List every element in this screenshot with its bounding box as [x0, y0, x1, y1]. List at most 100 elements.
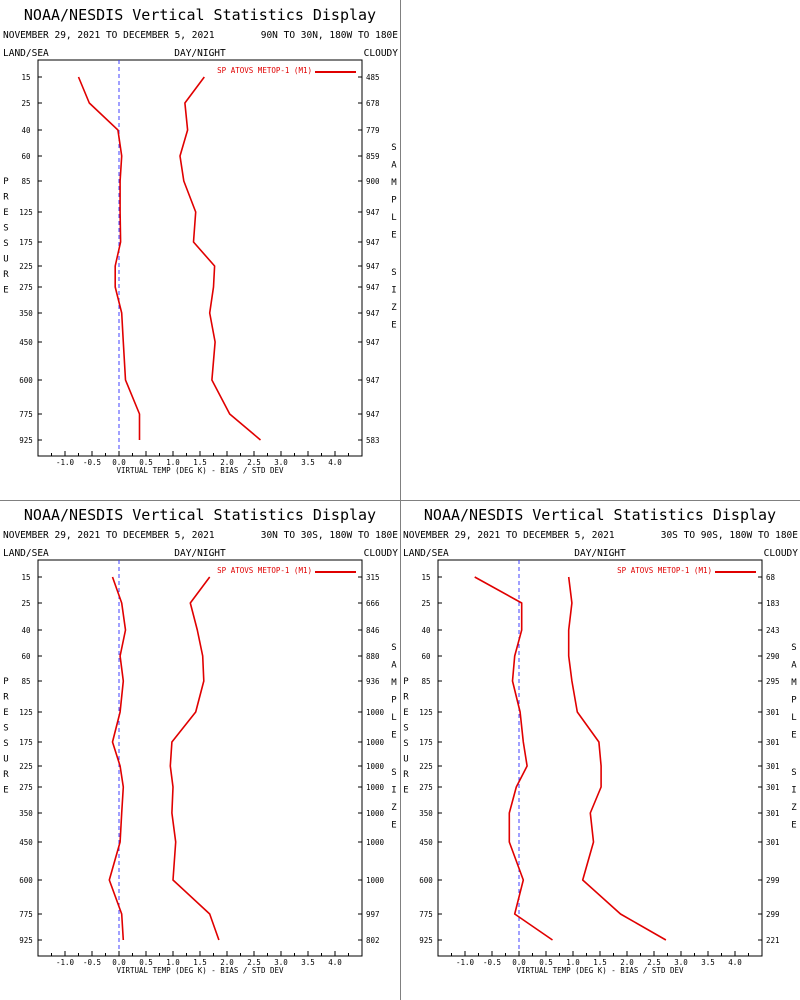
pressure-level-label: 600 [19, 376, 33, 385]
legend-label: SP ATOVS METOP-1 (M1) [217, 66, 312, 75]
pressure-axis-letter: R [403, 770, 409, 780]
chart-panel-30s-90s: NOAA/NESDIS Vertical Statistics Display N… [400, 500, 800, 1000]
x-tick-label: -0.5 [483, 958, 501, 967]
region-label: 90N TO 30N, 180W TO 180E [261, 30, 399, 41]
pressure-level-label: 600 [19, 876, 33, 885]
x-axis-label: VIRTUAL TEMP (DEG K) - BIAS / STD DEV [116, 466, 284, 475]
pressure-level-label: 125 [19, 208, 33, 217]
sample-size-label: 301 [766, 809, 780, 818]
size-axis-letter: Z [791, 803, 797, 813]
x-axis-label: VIRTUAL TEMP (DEG K) - BIAS / STD DEV [116, 966, 284, 975]
sample-axis-letter: E [791, 731, 796, 741]
pressure-axis-letter: R [3, 693, 9, 703]
size-axis-letter: E [391, 821, 396, 831]
empty-panel [400, 0, 800, 500]
legend-label: SP ATOVS METOP-1 (M1) [217, 566, 312, 575]
sample-size-label: 947 [366, 208, 380, 217]
sample-size-label: 880 [366, 652, 380, 661]
chart-title: NOAA/NESDIS Vertical Statistics Display [424, 506, 776, 524]
chart-panel-90n-30n: NOAA/NESDIS Vertical Statistics Display N… [0, 0, 400, 500]
size-axis-letter: S [791, 768, 796, 778]
day-night-label: DAY/NIGHT [574, 548, 626, 559]
chart-panel-30n-30s: NOAA/NESDIS Vertical Statistics Display N… [0, 500, 400, 1000]
pressure-level-label: 775 [19, 410, 33, 419]
x-tick-label: 2.5 [247, 958, 261, 967]
x-tick-label: 1.0 [166, 958, 180, 967]
sample-axis-letter: P [791, 696, 797, 706]
sample-size-label: 299 [766, 910, 780, 919]
sample-size-label: 299 [766, 876, 780, 885]
sample-size-label: 485 [366, 73, 380, 82]
std-dev-series-line [169, 576, 220, 941]
pressure-level-label: 60 [21, 652, 31, 661]
pressure-axis-letter: E [403, 708, 408, 718]
sample-axis-letter: L [391, 713, 396, 723]
pressure-axis-letter: E [3, 286, 8, 296]
legend-label: SP ATOVS METOP-1 (M1) [617, 566, 712, 575]
bias-series-line [474, 576, 553, 941]
sample-size-label: 997 [366, 910, 380, 919]
sample-axis-letter: M [391, 178, 397, 188]
sample-axis-letter: S [391, 643, 396, 653]
sample-size-label: 900 [366, 177, 380, 186]
cloudy-label: CLOUDY [364, 548, 399, 559]
pressure-level-label: 15 [21, 73, 30, 82]
bias-series-line [77, 76, 141, 440]
pressure-level-label: 40 [421, 626, 431, 635]
date-range: NOVEMBER 29, 2021 TO DECEMBER 5, 2021 [403, 530, 615, 541]
x-tick-label: -0.5 [83, 958, 101, 967]
pressure-level-label: 275 [19, 783, 33, 792]
pressure-level-label: 175 [19, 738, 33, 747]
pressure-level-label: 350 [19, 809, 33, 818]
sample-axis-letter: S [391, 143, 396, 153]
pressure-level-label: 450 [419, 838, 433, 847]
pressure-level-label: 925 [19, 936, 33, 945]
sample-size-label: 1000 [366, 738, 385, 747]
sample-size-label: 779 [366, 126, 380, 135]
sample-size-label: 301 [766, 738, 780, 747]
size-axis-letter: E [791, 821, 796, 831]
sample-size-label: 678 [366, 99, 380, 108]
pressure-axis-letter: E [403, 786, 408, 796]
pressure-level-label: 925 [419, 936, 433, 945]
pressure-axis-letter: S [3, 739, 8, 749]
pressure-level-label: 25 [21, 599, 30, 608]
sample-axis-letter: A [791, 661, 797, 671]
pressure-axis-letter: U [3, 755, 8, 765]
pressure-level-label: 25 [21, 99, 30, 108]
x-tick-label: -1.0 [56, 458, 75, 467]
x-tick-label: -0.5 [83, 458, 101, 467]
chart-svg: NOAA/NESDIS Vertical Statistics Display N… [3, 506, 399, 975]
pressure-level-label: 225 [19, 262, 33, 271]
pressure-level-label: 15 [421, 573, 430, 582]
pressure-level-label: 925 [19, 436, 33, 445]
pressure-axis-letter: P [403, 677, 409, 687]
size-axis-letter: I [391, 286, 396, 296]
size-axis-letter: Z [391, 803, 397, 813]
chart-svg: NOAA/NESDIS Vertical Statistics Display N… [403, 506, 798, 975]
sample-axis-letter: E [391, 731, 396, 741]
size-axis-letter: I [391, 786, 396, 796]
plot-frame [37, 559, 363, 957]
size-axis-letter: S [391, 768, 396, 778]
x-tick-label: 4.0 [328, 458, 342, 467]
sample-axis-letter: A [391, 161, 397, 171]
x-tick-label: 2.0 [220, 958, 234, 967]
pressure-axis-letter: S [403, 724, 408, 734]
pressure-level-label: 60 [421, 652, 431, 661]
pressure-axis-letter: R [3, 770, 9, 780]
sample-size-label: 243 [766, 626, 780, 635]
x-tick-label: 3.5 [301, 458, 315, 467]
pressure-axis-letter: E [3, 786, 8, 796]
sample-size-label: 315 [366, 573, 380, 582]
x-tick-label: 3.0 [674, 958, 688, 967]
sample-size-label: 183 [766, 599, 780, 608]
chart-title: NOAA/NESDIS Vertical Statistics Display [24, 6, 376, 24]
x-tick-label: 1.5 [193, 458, 207, 467]
pressure-level-label: 225 [419, 762, 433, 771]
sample-size-label: 1000 [366, 809, 385, 818]
pressure-level-label: 85 [21, 177, 30, 186]
x-tick-label: -1.0 [56, 958, 75, 967]
pressure-axis-letter: P [3, 177, 9, 187]
x-tick-label: 0.5 [539, 958, 553, 967]
